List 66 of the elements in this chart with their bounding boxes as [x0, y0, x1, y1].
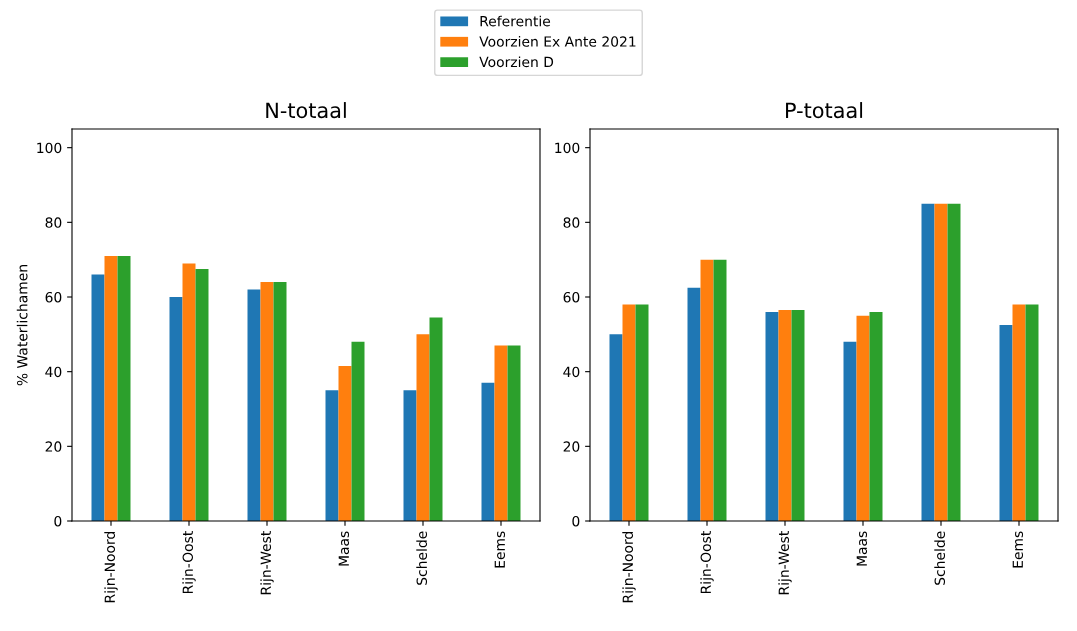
bar [700, 259, 714, 521]
y-tick-label: 60 [563, 291, 580, 303]
bar [481, 382, 495, 521]
chart-title: P-totaal [786, 102, 863, 119]
x-tick-label: Schelde [416, 531, 428, 585]
bar [622, 304, 636, 521]
legend-label: Voorzien D [479, 56, 554, 68]
x-tick-label: Rijn-West [778, 531, 792, 595]
bar [91, 274, 105, 521]
y-tick-label: 100 [37, 142, 62, 154]
bar [947, 203, 961, 521]
y-tick-label: 40 [45, 366, 62, 378]
y-tick-label: 20 [45, 441, 62, 452]
bar [403, 390, 417, 521]
bar [921, 203, 935, 521]
x-tick-label: Rijn-West [260, 531, 274, 595]
bar [843, 341, 857, 521]
bar [260, 282, 274, 521]
bar [713, 259, 727, 521]
bar [338, 366, 352, 521]
x-tick-label: Rijn-Oost [700, 531, 714, 594]
bar [351, 341, 365, 521]
bar [687, 287, 701, 521]
x-tick-label: Rijn-Noord [622, 531, 636, 603]
bar [934, 203, 948, 521]
y-tick-label: 0 [54, 515, 62, 527]
x-tick-label: Rijn-Oost [182, 531, 196, 594]
bar [791, 310, 805, 521]
y-tick-label: 0 [572, 515, 580, 527]
bar [1025, 304, 1039, 521]
bar [104, 255, 118, 521]
x-tick-label: Eems [1012, 531, 1024, 568]
bar [273, 282, 287, 521]
bar [507, 345, 521, 521]
bar [609, 334, 623, 521]
bar [416, 334, 430, 521]
bar [1012, 304, 1026, 521]
y-tick-label: 20 [563, 441, 580, 452]
x-tick-label: Maas [338, 531, 350, 566]
x-tick-label: Eems [494, 531, 506, 568]
y-tick-label: 100 [555, 142, 580, 154]
bar [429, 317, 443, 521]
bar [195, 269, 209, 521]
bar [169, 297, 183, 521]
chart-title: N-totaal [266, 102, 346, 119]
bar [765, 311, 779, 521]
bar [182, 263, 196, 521]
x-tick-label: Schelde [934, 531, 946, 585]
legend-label: Voorzien Ex Ante 2021 [479, 36, 636, 47]
bar [856, 315, 870, 521]
y-axis-title: % Waterlichamen [16, 265, 28, 386]
y-tick-label: 40 [563, 366, 580, 378]
y-tick-label: 80 [563, 217, 580, 228]
bar [325, 390, 339, 521]
bar [999, 325, 1013, 521]
y-tick-label: 60 [45, 291, 62, 303]
bar [247, 289, 261, 521]
bar [117, 255, 131, 521]
x-tick-label: Rijn-Noord [104, 531, 118, 603]
bar [635, 304, 649, 521]
bar [778, 310, 792, 521]
x-tick-label: Maas [856, 531, 868, 566]
bar [869, 311, 883, 521]
legend-label: Referentie [480, 15, 551, 27]
y-tick-label: 80 [45, 217, 62, 228]
bar [494, 345, 508, 521]
